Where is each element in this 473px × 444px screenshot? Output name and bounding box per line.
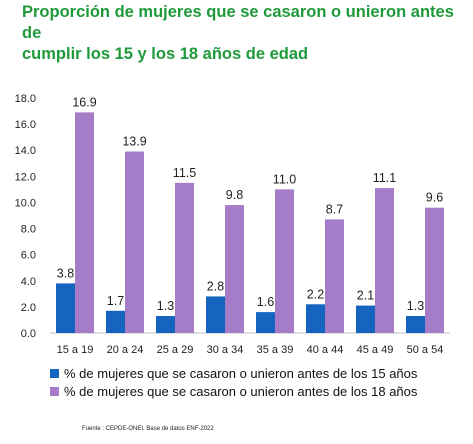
bar-before-18 — [125, 151, 144, 333]
data-label: 2.2 — [307, 287, 324, 301]
bar-before-18 — [325, 219, 344, 333]
data-label: 2.8 — [207, 279, 224, 293]
legend-label-15: % de mujeres que se casaron o unieron an… — [64, 365, 418, 381]
bar-before-18 — [175, 182, 194, 333]
data-label: 11.1 — [373, 171, 396, 185]
data-label: 1.7 — [107, 294, 124, 308]
bar-before-18 — [225, 205, 244, 333]
bar-before-15 — [256, 312, 275, 333]
data-label: 1.3 — [157, 299, 174, 313]
source-note: Fuente : CEPDE-ONEI. Base de datos ENF-2… — [82, 426, 214, 432]
bar-before-15 — [206, 296, 225, 333]
data-label: 16.9 — [72, 95, 96, 109]
data-label: 1.6 — [257, 295, 274, 309]
x-tick-label: 40 a 44 — [307, 344, 344, 356]
x-tick-label: 45 a 49 — [357, 344, 394, 356]
bar-before-15 — [156, 316, 175, 333]
y-tick-label: 14.0 — [15, 145, 36, 157]
data-label: 9.8 — [226, 188, 243, 202]
chart-title: Proporción de mujeres que se casaron o u… — [22, 2, 462, 65]
y-tick-label: 18.0 — [15, 93, 36, 105]
y-tick-label: 16.0 — [15, 119, 36, 131]
y-tick-label: 6.0 — [21, 250, 36, 262]
bars — [56, 112, 444, 333]
legend-swatch-15 — [50, 368, 59, 378]
legend-swatch-18 — [50, 386, 59, 396]
bar-before-15 — [306, 304, 325, 333]
chart-legend: % de mujeres que se casaron o unieron an… — [50, 364, 417, 400]
y-tick-label: 0.0 — [21, 328, 36, 340]
y-tick-label: 10.0 — [15, 197, 36, 209]
y-tick-label: 12.0 — [15, 171, 36, 183]
legend-item-15: % de mujeres que se casaron o unieron an… — [50, 364, 417, 382]
bar-before-15 — [356, 305, 375, 333]
bar-before-15 — [106, 310, 125, 333]
data-label: 11.0 — [273, 172, 296, 186]
bar-before-18 — [425, 207, 444, 333]
bar-before-18 — [275, 189, 294, 333]
bar-before-15 — [406, 316, 425, 333]
y-axis: 0.0 2.0 4.0 6.0 8.0 10.0 12.0 14.0 16.0 18.0 — [15, 93, 36, 340]
x-tick-label: 30 a 34 — [207, 344, 244, 356]
data-labels: 3.8 16.9 1.7 13.9 1.3 11.5 2.8 9.8 1.6 11.0 2.2 8.7… — [57, 95, 443, 313]
legend-label-18: % de mujeres que se casaron o unieron an… — [64, 383, 418, 399]
data-label: 3.8 — [57, 266, 74, 280]
bar-before-15 — [56, 283, 75, 333]
chart-title-line-1: Proporción de mujeres que se casaron o u… — [22, 3, 454, 42]
x-axis: 15 a 19 20 a 24 25 a 29 30 a 34 35 a 39 40 a … — [50, 332, 450, 356]
x-tick-label: 25 a 29 — [157, 344, 194, 356]
bar-before-18 — [375, 188, 394, 333]
data-label: 9.6 — [426, 191, 443, 205]
data-label: 2.1 — [357, 289, 374, 303]
data-label: 8.7 — [326, 202, 343, 216]
y-tick-label: 4.0 — [21, 276, 36, 288]
x-tick-label: 15 a 19 — [57, 344, 94, 356]
legend-item-18: % de mujeres que se casaron o unieron an… — [50, 382, 417, 400]
x-tick-label: 35 a 39 — [257, 344, 294, 356]
y-tick-label: 8.0 — [21, 224, 36, 236]
data-label: 11.5 — [173, 166, 196, 180]
y-tick-label: 2.0 — [21, 302, 36, 314]
bar-before-18 — [75, 112, 94, 333]
chart-title-line-2: cumplir los 15 y los 18 años de edad — [22, 45, 309, 63]
data-label: 13.9 — [122, 135, 146, 149]
data-label: 1.3 — [407, 299, 424, 313]
x-tick-label: 50 a 54 — [407, 344, 444, 356]
x-tick-label: 20 a 24 — [107, 344, 144, 356]
